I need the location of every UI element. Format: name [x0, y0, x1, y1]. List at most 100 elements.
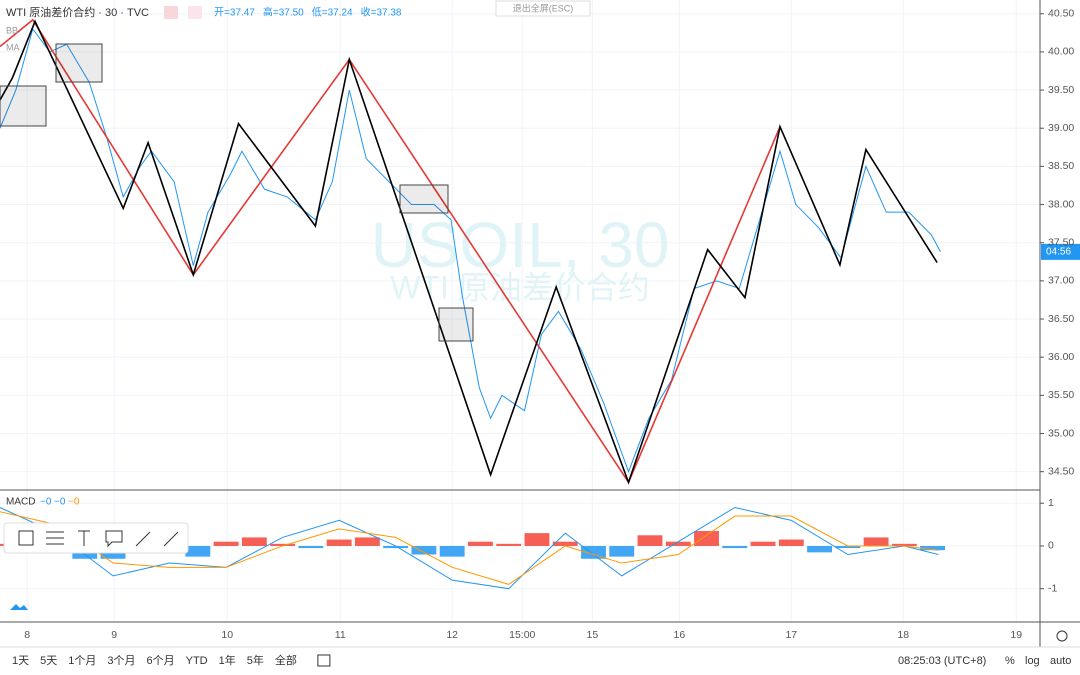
tool-text[interactable] [78, 530, 90, 546]
tool-lines[interactable] [46, 531, 64, 545]
y-tick-label: 38.50 [1048, 160, 1074, 172]
drawing-toolbar [3, 522, 189, 554]
line [0, 506, 939, 590]
clock: 08:25:03 (UTC+8) [898, 655, 986, 667]
grid [0, 0, 1040, 622]
y-tick-label: 37.00 [1048, 275, 1074, 287]
y-tick-label: 40.00 [1048, 46, 1074, 58]
histogram-bar [213, 541, 239, 546]
histogram-bar [241, 537, 267, 546]
macd-value: −0 [40, 497, 52, 508]
y-tick-label: 34.50 [1048, 465, 1074, 477]
y-tick-label: 37.50 [1048, 236, 1074, 248]
histogram-bar [411, 545, 437, 555]
y-tick-label: 35.50 [1048, 389, 1074, 401]
calendar-icon[interactable] [317, 654, 331, 667]
range-button[interactable]: 6个月 [147, 654, 175, 667]
histogram-bar [524, 533, 550, 546]
macd-value: −0 [68, 497, 80, 508]
axis-option[interactable]: log [1025, 655, 1040, 667]
histogram-bar [609, 545, 635, 557]
boxes [0, 43, 474, 342]
settings-icon[interactable] [1056, 630, 1068, 642]
range-button[interactable]: 5天 [40, 655, 57, 667]
box [399, 184, 449, 214]
histogram-bar [778, 539, 804, 546]
range-button[interactable]: 3个月 [107, 654, 135, 667]
macd-label: MACD [6, 497, 35, 508]
histogram-bar [270, 543, 296, 546]
range-button[interactable]: 5年 [247, 653, 264, 667]
symbol: WTI 原油差价合约 · 30 · TVC [6, 5, 149, 19]
histogram-bar [354, 537, 380, 546]
ohlc-value: 收=37.38 [361, 6, 402, 19]
compare-icon[interactable] [188, 6, 202, 19]
y-tick-label: 38.00 [1048, 198, 1074, 210]
histogram-bar [750, 541, 776, 546]
x-tick-label: 8 [24, 629, 30, 641]
y-tick-label: 36.00 [1048, 351, 1074, 363]
x-tick-label: 15:00 [509, 629, 535, 641]
x-tick-label: 12 [446, 629, 458, 641]
histogram-bar [383, 545, 409, 549]
countdown-label: 04:56 [1046, 247, 1071, 258]
axis-option[interactable]: % [1005, 655, 1015, 667]
y-tick-label: 1 [1048, 497, 1054, 509]
price-label-bg [1041, 243, 1080, 260]
histogram-bar [439, 545, 465, 557]
x-tick-label: 18 [897, 629, 909, 641]
exit-fullscreen[interactable]: 退出全屏(ESC) [513, 2, 574, 13]
histogram-bar [694, 531, 719, 546]
range-button[interactable]: 1个月 [68, 654, 96, 667]
box [55, 43, 103, 83]
y-tick-label: 0 [1048, 540, 1054, 552]
range-button[interactable]: 1天 [12, 655, 29, 667]
range-button[interactable]: YTD [186, 655, 208, 667]
x-tick-label: 9 [111, 629, 117, 641]
range-button[interactable]: 1年 [219, 653, 236, 667]
ohlc-value: 开=37.47 [214, 8, 255, 19]
watermark-sub: WTI 原油差价合约 [390, 269, 650, 305]
ohlc: 开=37.47 高=37.50 低=37.24 收=37.38 [214, 6, 402, 19]
y-tick-label: 39.00 [1048, 122, 1074, 134]
histogram-bar [185, 545, 211, 557]
histogram-bar [835, 545, 861, 549]
histogram-bar [298, 545, 324, 549]
tool-trend[interactable] [163, 531, 179, 547]
tool-ray[interactable] [135, 531, 151, 547]
x-tick-label: 19 [1010, 629, 1022, 641]
histogram-bar [665, 541, 691, 546]
box [0, 85, 47, 127]
logo [10, 604, 28, 610]
histogram-bar [552, 541, 578, 546]
histogram-bar [863, 537, 889, 546]
histogram-bar [637, 535, 663, 546]
histogram-bar [920, 545, 946, 551]
y-tick-label: 36.50 [1048, 313, 1074, 325]
ohlc-value: 高=37.50 [263, 6, 304, 19]
tool-rect[interactable] [18, 530, 34, 546]
histogram-bar [891, 543, 917, 546]
x-tick-label: 15 [587, 629, 599, 641]
y-tick-label: -1 [1048, 582, 1057, 594]
axis-option[interactable]: auto [1050, 655, 1071, 667]
x-tick-label: 16 [674, 629, 686, 641]
y-tick-label: 35.00 [1048, 427, 1074, 439]
flag-icon[interactable] [164, 6, 178, 19]
indicator: BB [6, 25, 18, 35]
histogram-bar [722, 545, 748, 549]
x-tick-label: 10 [221, 629, 233, 641]
range-button[interactable]: 全部 [275, 653, 297, 667]
y-tick-label: 39.50 [1048, 84, 1074, 96]
indicator: MA [6, 42, 20, 52]
histogram-bar [468, 541, 493, 546]
x-tick-label: 11 [335, 629, 346, 641]
line [0, 511, 939, 585]
histogram-bar [326, 539, 352, 546]
tool-callout[interactable] [105, 530, 123, 548]
histogram-bar [496, 543, 522, 546]
exit-fullscreen-button[interactable] [495, 0, 591, 17]
line [0, 27, 941, 474]
